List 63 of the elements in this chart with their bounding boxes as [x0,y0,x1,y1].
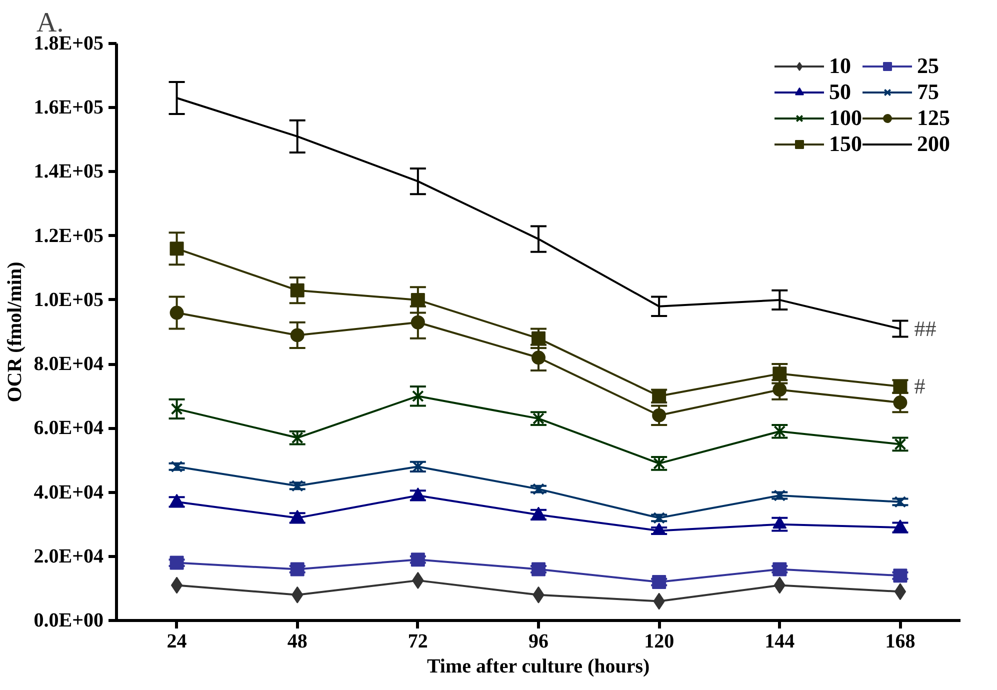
point [894,496,906,508]
y-tick-label: 4.0E+04 [34,481,104,504]
point [170,556,184,570]
point [170,402,183,415]
x-tick-label: 72 [408,630,428,652]
point [772,382,787,397]
point [291,432,304,444]
point [532,350,546,365]
point [894,583,906,600]
legend-label: 75 [917,79,939,105]
x-tick-label: 168 [885,630,916,652]
point [410,292,425,307]
point [772,562,787,576]
point [653,512,666,524]
y-axis-title: OCR (fmol/min) [4,262,26,402]
y-tick-label: 1.8E+05 [34,32,104,54]
y-tick-label: 0.0E+00 [34,610,104,632]
legend-label: 25 [917,53,939,79]
legend-label: 125 [917,105,950,131]
point [652,408,666,422]
y-tick-label: 6.0E+04 [34,417,104,440]
point [893,568,908,583]
x-tick-label: 144 [764,630,795,652]
annotation: # [914,373,926,398]
x-tick-label: 24 [166,630,187,652]
point [291,480,304,492]
point [893,396,908,410]
legend-label: 200 [917,131,950,157]
point [532,562,546,576]
point [290,562,304,576]
x-tick-label: 120 [644,630,674,652]
y-tick-label: 1.2E+05 [34,224,104,247]
y-tick-label: 1.0E+05 [34,288,104,311]
point [532,331,546,346]
point [774,425,786,438]
legend-label: 10 [829,53,851,79]
point [652,575,666,590]
point [410,315,425,330]
x-tick-label: 48 [287,630,308,652]
legend-label: 50 [829,79,851,105]
x-tick-label: 96 [528,630,548,652]
y-tick-label: 2.0E+04 [34,545,104,568]
y-tick-label: 8.0E+04 [34,353,104,376]
point [290,283,304,298]
point [532,412,544,424]
point [170,460,183,473]
point [653,457,666,470]
point [170,576,183,594]
point [170,306,184,320]
point [412,390,424,402]
legend-label: 150 [829,131,862,157]
point [532,483,544,496]
point [290,328,304,342]
point [772,366,787,381]
legend-label: 100 [829,105,862,131]
x-axis-title: Time after culture (hours) [426,656,650,678]
point [774,490,786,502]
point [894,438,906,450]
annotation: ## [914,316,936,341]
point [170,242,184,256]
y-tick-label: 1.6E+05 [34,96,104,119]
y-tick-label: 1.4E+05 [34,160,104,183]
point [410,552,425,567]
